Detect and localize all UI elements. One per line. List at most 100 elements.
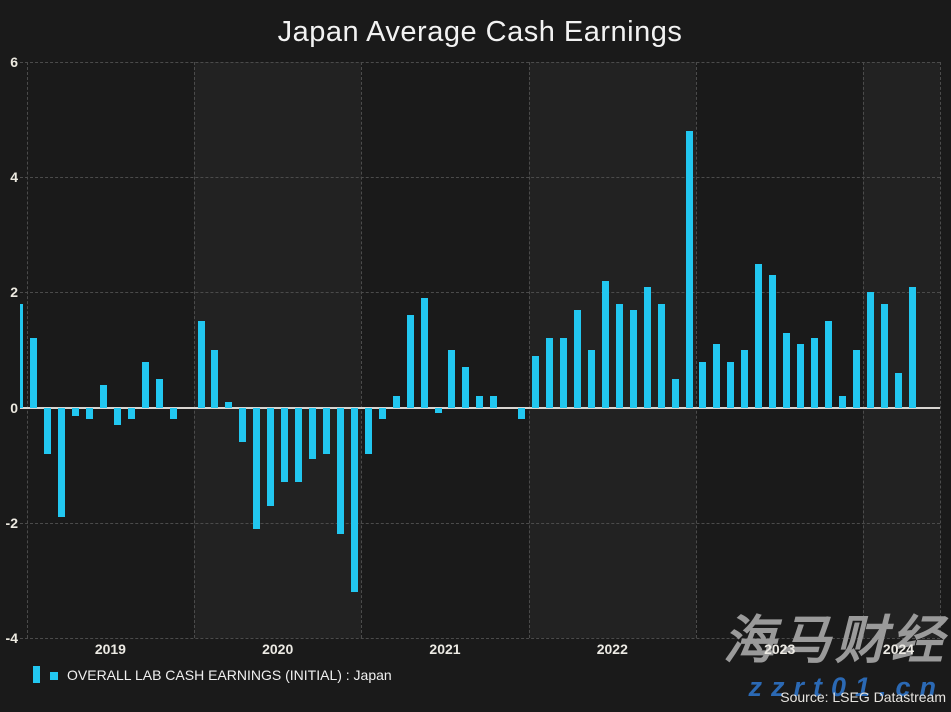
bar-2021-02 xyxy=(378,407,386,420)
gridline-x-4 xyxy=(696,62,698,638)
bar-2022-03 xyxy=(560,338,568,408)
bar-2024-04 xyxy=(908,286,916,408)
bar-2022-06 xyxy=(601,280,609,408)
year-band-2023 xyxy=(696,62,864,638)
bar-2020-11 xyxy=(336,407,344,535)
bar-2019-09 xyxy=(141,361,149,408)
x-tick-label-2019: 2019 xyxy=(94,641,126,657)
source-credit: Source: LSEG Datastream xyxy=(780,689,946,705)
bar-2023-06 xyxy=(769,275,777,408)
y-tick-label-2: 2 xyxy=(10,284,18,301)
legend-bar-mark-icon xyxy=(33,666,40,683)
bar-2019-06 xyxy=(99,384,107,408)
bar-2021-03 xyxy=(392,396,400,408)
bar-2023-12 xyxy=(852,350,860,408)
x-tick-label-2022: 2022 xyxy=(596,641,628,657)
legend-square-mark-icon xyxy=(50,672,58,680)
bar-2022-09 xyxy=(643,286,651,408)
bar-2023-11 xyxy=(838,396,846,408)
y-tick-label--2: -2 xyxy=(5,514,18,531)
gridline-x-1 xyxy=(194,62,196,638)
bar-2024-01 xyxy=(866,292,874,408)
gridline-x-0 xyxy=(26,62,28,638)
y-tick-label-4: 4 xyxy=(10,169,18,186)
bar-2019-10 xyxy=(155,378,163,408)
zero-line xyxy=(20,406,940,409)
bar-2023-02 xyxy=(713,344,721,408)
y-tick-label--4: -4 xyxy=(5,630,18,646)
bar-2020-03 xyxy=(225,401,233,408)
bar-2023-10 xyxy=(824,321,832,408)
bar-2023-01 xyxy=(699,361,707,408)
year-band-2022 xyxy=(528,62,697,638)
gridline-y--2 xyxy=(20,522,940,524)
bar-2021-06 xyxy=(434,407,442,414)
bar-2020-05 xyxy=(253,407,261,529)
bar-2019-05 xyxy=(85,407,93,420)
gridline-x-6 xyxy=(940,62,941,638)
bar-2021-04 xyxy=(406,315,414,408)
bar-2022-10 xyxy=(657,303,665,408)
bar-2020-10 xyxy=(322,407,330,454)
x-tick-label-2023: 2023 xyxy=(764,641,796,657)
bar-2022-11 xyxy=(671,378,679,408)
bar-2020-01 xyxy=(197,321,205,408)
bar-2022-12 xyxy=(685,131,693,408)
bar-2024-03 xyxy=(894,373,902,408)
gridline-y--4 xyxy=(20,638,940,639)
bar-2019-03 xyxy=(58,407,66,518)
x-tick-label-2024: 2024 xyxy=(882,641,915,657)
bar-2024-02 xyxy=(880,303,888,408)
bar-2021-08 xyxy=(462,367,470,408)
bar-2020-12 xyxy=(350,407,358,592)
x-tick-label-2020: 2020 xyxy=(262,641,294,657)
bar-2021-12 xyxy=(518,407,526,420)
bar-2018-12 xyxy=(20,303,24,408)
bar-2020-02 xyxy=(211,350,219,408)
bar-2021-05 xyxy=(420,298,428,408)
bar-2023-04 xyxy=(741,350,749,408)
bar-2023-05 xyxy=(755,263,763,408)
gridline-x-2 xyxy=(361,62,363,638)
bar-2022-02 xyxy=(546,338,554,408)
bar-2020-08 xyxy=(295,407,303,483)
gridline-y-2 xyxy=(20,292,940,294)
year-band-2019 xyxy=(26,62,195,638)
y-tick-label-6: 6 xyxy=(10,54,18,70)
year-band-2024 xyxy=(863,62,940,638)
gridline-y-6 xyxy=(20,62,940,63)
x-tick-label-2021: 2021 xyxy=(429,641,461,657)
year-band-2020 xyxy=(194,62,362,638)
bar-2020-09 xyxy=(309,407,317,460)
gridline-x-5 xyxy=(863,62,865,638)
bar-2020-06 xyxy=(267,407,275,506)
chart-title: Japan Average Cash Earnings xyxy=(277,16,683,48)
gridline-y-4 xyxy=(20,177,940,179)
bar-2021-10 xyxy=(490,396,498,408)
bar-2021-01 xyxy=(364,407,372,454)
bar-2019-08 xyxy=(127,407,135,420)
year-band-2018 xyxy=(20,62,27,638)
bar-2021-09 xyxy=(476,396,484,408)
watermark-url: zzrt01.cn xyxy=(748,672,945,702)
bar-2019-07 xyxy=(113,407,121,425)
year-band-2021 xyxy=(361,62,529,638)
bar-2020-04 xyxy=(239,407,247,443)
y-tick-label-0: 0 xyxy=(10,399,18,416)
bar-2022-04 xyxy=(573,309,581,408)
bar-2019-01 xyxy=(30,338,38,408)
bar-2022-08 xyxy=(629,309,637,408)
bar-2019-11 xyxy=(169,407,177,420)
bar-2019-04 xyxy=(72,407,79,417)
legend-label: OVERALL LAB CASH EARNINGS (INITIAL) : Ja… xyxy=(67,667,392,683)
bar-2021-07 xyxy=(448,350,456,408)
bar-2023-07 xyxy=(783,332,791,408)
watermark-cn: 海马财经 xyxy=(722,612,947,670)
bar-2020-07 xyxy=(281,407,289,483)
gridline-x-3 xyxy=(528,62,530,638)
bar-2022-01 xyxy=(532,355,540,408)
bar-2019-02 xyxy=(44,407,52,454)
bar-2022-05 xyxy=(587,350,595,408)
bar-2023-03 xyxy=(727,361,735,408)
